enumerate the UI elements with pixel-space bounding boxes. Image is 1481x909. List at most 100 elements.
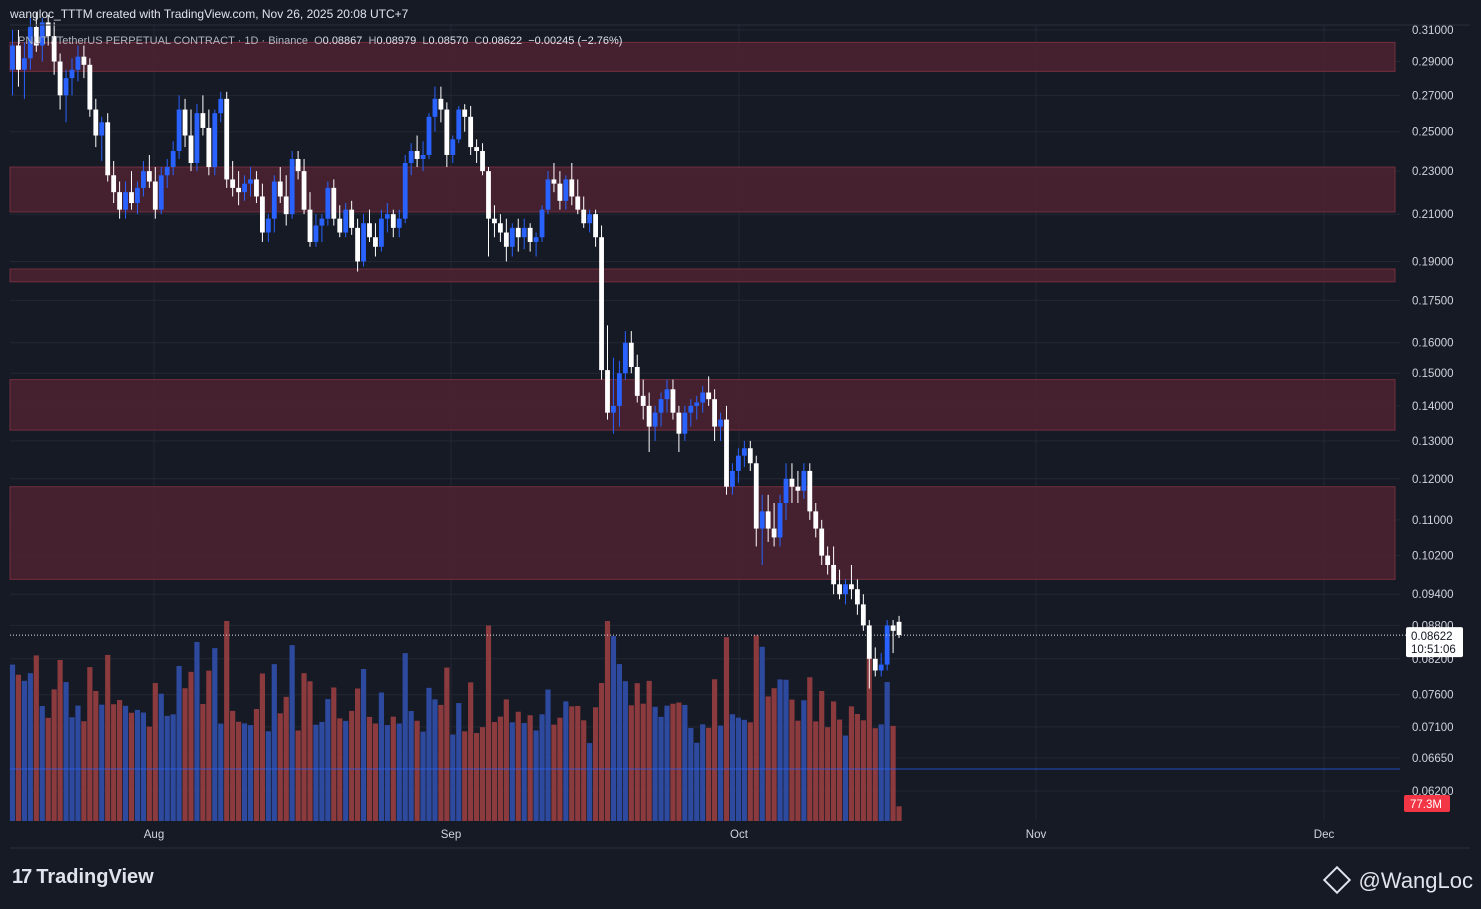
candle-body (521, 227, 527, 238)
candle-body (390, 214, 396, 228)
candle-body (640, 395, 646, 406)
candle-body (337, 218, 343, 233)
candle-body (480, 151, 485, 172)
volume-bar (152, 683, 158, 821)
candle-body (426, 116, 432, 155)
volume-bar (81, 721, 87, 821)
volume-bar (432, 699, 438, 821)
volume-bar (259, 673, 265, 821)
volume-bar (527, 715, 533, 821)
countdown-text: 10:51:06 (1411, 644, 1456, 656)
candle-body (801, 470, 807, 491)
volume-bar (396, 723, 402, 821)
volume-bar (218, 723, 224, 821)
volume-bar (593, 707, 599, 821)
volume-bar (146, 726, 152, 821)
candle-body (75, 56, 81, 70)
candle-body (724, 419, 729, 487)
volume-bar (604, 621, 611, 821)
candle-body (16, 45, 21, 70)
candle-body (194, 113, 200, 163)
price-tick-label: 0.21000 (1412, 209, 1454, 221)
volume-bar (212, 648, 218, 821)
candle-body (694, 402, 700, 406)
candle-body (539, 209, 545, 238)
candle-body (111, 175, 117, 193)
volume-bar (831, 701, 837, 821)
volume-bar (551, 724, 557, 821)
candle-body (825, 555, 831, 565)
volume-bar (545, 689, 551, 821)
volume-bars (9, 621, 1400, 821)
volume-bar (706, 727, 712, 821)
candle-body (646, 405, 652, 427)
candle-body (206, 127, 212, 168)
candle-body (277, 181, 283, 197)
low-label: L (422, 35, 429, 47)
volume-bar (182, 688, 188, 821)
candle-body (492, 218, 497, 224)
volume-bar (253, 709, 260, 821)
candle-body (254, 179, 259, 197)
volume-bar (158, 693, 164, 821)
volume-bar (795, 720, 801, 821)
candle-body (152, 181, 158, 210)
volume-bar (236, 721, 242, 821)
volume-bar (640, 703, 646, 821)
candle-body (355, 227, 360, 262)
time-tick-label: Oct (730, 829, 749, 841)
candle-body (599, 237, 604, 371)
candle-body (545, 179, 551, 210)
volume-bar (444, 667, 450, 821)
candle-body (414, 151, 420, 159)
candle-body (331, 187, 337, 219)
volume-bar (450, 734, 456, 821)
volume-bar (194, 641, 200, 821)
resistance-zone (9, 41, 1396, 72)
candle-body (878, 664, 884, 671)
candle-body (343, 209, 349, 233)
volume-bar (474, 733, 480, 821)
candle-body (807, 470, 813, 512)
candle-body (123, 192, 128, 210)
volume-bar (319, 721, 325, 821)
candle-body (230, 179, 236, 188)
price-tick-label: 0.13000 (1412, 436, 1454, 448)
tradingview-logo[interactable]: 17 TradingView (12, 866, 154, 889)
candle-body (872, 658, 878, 671)
volume-bar (241, 723, 248, 821)
volume-bar (860, 720, 866, 821)
candle-body (283, 196, 289, 215)
time-axis[interactable]: Aug Sep Oct Nov Dec (144, 829, 1335, 841)
volume-bar (801, 700, 807, 821)
candle-body (105, 122, 111, 176)
volume-bar (569, 706, 575, 821)
candle-body (664, 389, 670, 400)
candle-body (271, 181, 277, 219)
candle-body (670, 389, 676, 413)
volume-bar (277, 713, 283, 821)
candle-body (367, 223, 372, 238)
volume-bar (337, 718, 343, 821)
candle-body (129, 192, 134, 204)
volume-bar (378, 692, 384, 821)
candle-body (849, 584, 854, 590)
volume-bar (307, 681, 313, 821)
price-tick-label: 0.15000 (1412, 368, 1454, 380)
volume-bar (521, 723, 527, 821)
candle-body (688, 405, 694, 413)
price-tick-label: 0.29000 (1412, 57, 1454, 69)
candle-body (486, 171, 491, 219)
candle-body (182, 109, 188, 136)
candle-body (575, 196, 581, 210)
resistance-zone (9, 268, 1396, 283)
volume-bar (700, 724, 706, 821)
candle-body (706, 392, 712, 400)
candle-body (795, 486, 801, 491)
high-value: 0.08979 (376, 35, 417, 47)
volume-bar (230, 710, 236, 821)
volume-bar (503, 699, 509, 821)
volume-bar (63, 682, 69, 821)
candle-body (617, 373, 622, 406)
